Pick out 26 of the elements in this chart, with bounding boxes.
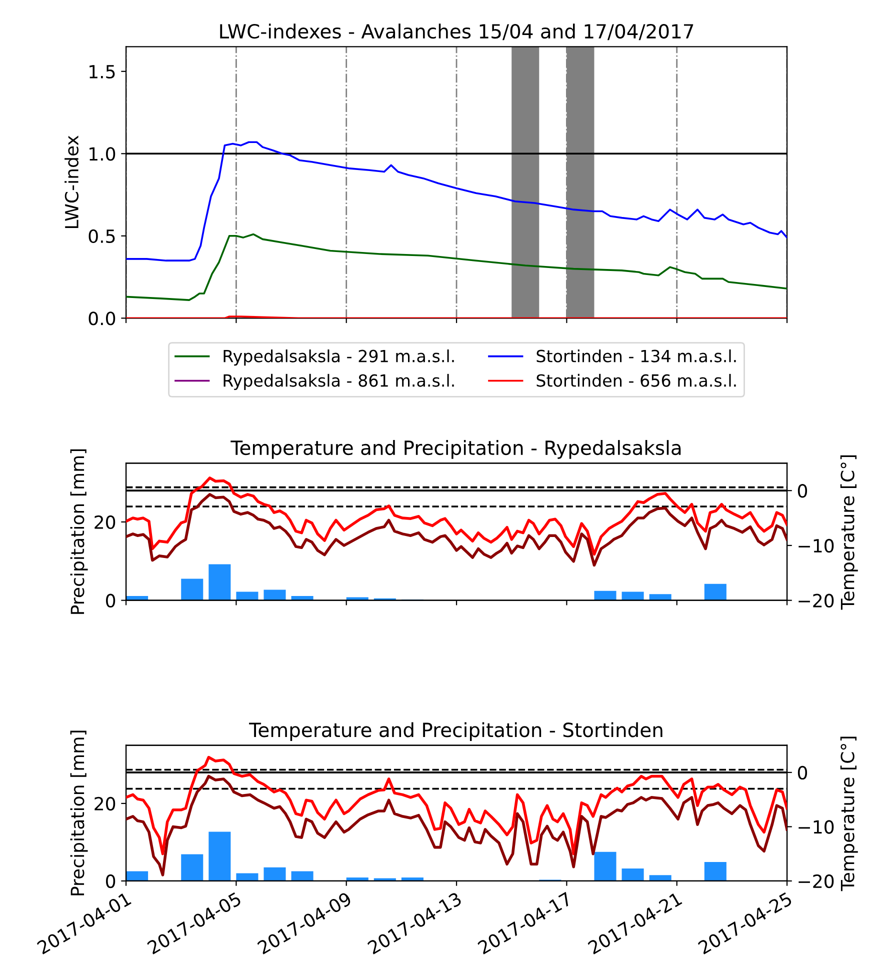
legend-label: Stortinden - 656 m.a.s.l. [536, 374, 736, 387]
y-tick-label: 0.5 [88, 229, 115, 244]
y-tick-label: 1.0 [90, 147, 116, 161]
chart-title: LWC-indexes - Avalanches 15/04 and 17/04/2017 [220, 24, 694, 40]
y-tick-label: 0 [106, 874, 116, 888]
y-axis-title: Precipitation [mm] [70, 730, 88, 896]
y2-tick-label: −10 [798, 820, 834, 834]
y-tick-label: 20 [94, 796, 116, 811]
y-tick-label: 1.5 [90, 65, 115, 78]
y2-tick-label: −10 [798, 538, 834, 553]
chart-title: Temperature and Precipitation - Stortinden [249, 722, 662, 742]
y2-tick-label: 0 [798, 484, 808, 498]
y2-tick-label: −20 [798, 874, 834, 888]
legend-label: Stortinden - 134 m.a.s.l. [536, 349, 736, 362]
y2-tick-label: 0 [798, 766, 808, 780]
y-tick-label: 0 [106, 594, 116, 608]
y-axis-title: LWC-index [64, 136, 79, 228]
legend-label: Rypedalsaksla - 291 m.a.s.l. [224, 349, 454, 366]
y2-axis-title: Temperature [C°] [840, 455, 858, 610]
chart-title: Temperature and Precipitation - Rypedalsaksla [230, 440, 681, 459]
y2-tick-label: −20 [798, 594, 834, 608]
y-axis-title: Precipitation [mm] [70, 449, 88, 614]
y-tick-label: 20 [94, 515, 116, 530]
y-tick-label: 0.0 [88, 312, 116, 326]
legend-label: Rypedalsaksla - 861 m.a.s.l. [224, 374, 454, 390]
y2-axis-title: Temperature [C°] [840, 736, 858, 892]
